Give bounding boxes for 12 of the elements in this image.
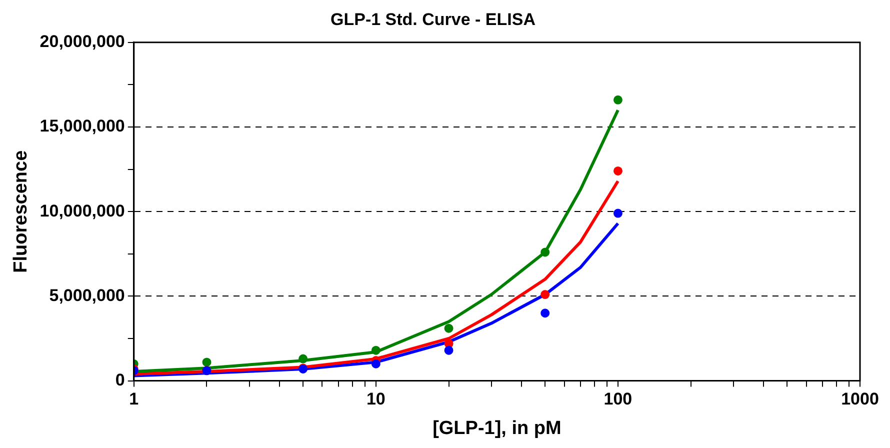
x-axis-title: [GLP-1], in pM	[432, 418, 562, 439]
y-tick-label: 5,000,000	[49, 286, 125, 305]
y-tick-label: 20,000,000	[40, 32, 125, 52]
x-tick-label: 1	[129, 390, 139, 409]
x-tick-label: 10	[366, 390, 386, 409]
chart-title: GLP-1 Std. Curve - ELISA	[330, 10, 536, 29]
y-axis-title: Fluorescence	[10, 150, 32, 273]
y-tick-label: 0	[115, 370, 125, 390]
y-tick-label: 15,000,000	[40, 116, 125, 136]
y-tick-label: 10,000,000	[40, 201, 125, 220]
x-tick-label: 100	[604, 390, 632, 409]
x-tick-label: 1000	[841, 390, 879, 409]
